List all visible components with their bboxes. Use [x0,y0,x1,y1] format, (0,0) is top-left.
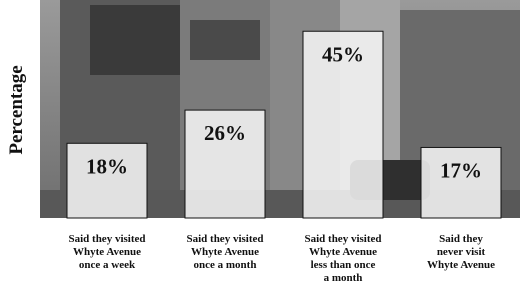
chart: Percentage 18% Said they visitedWhyte Ave… [0,0,520,293]
y-axis-label: Percentage [6,65,27,154]
value-label: 18% [86,154,128,178]
value-label: 26% [204,121,246,145]
value-label: 45% [322,42,364,66]
value-label: 17% [440,158,482,182]
